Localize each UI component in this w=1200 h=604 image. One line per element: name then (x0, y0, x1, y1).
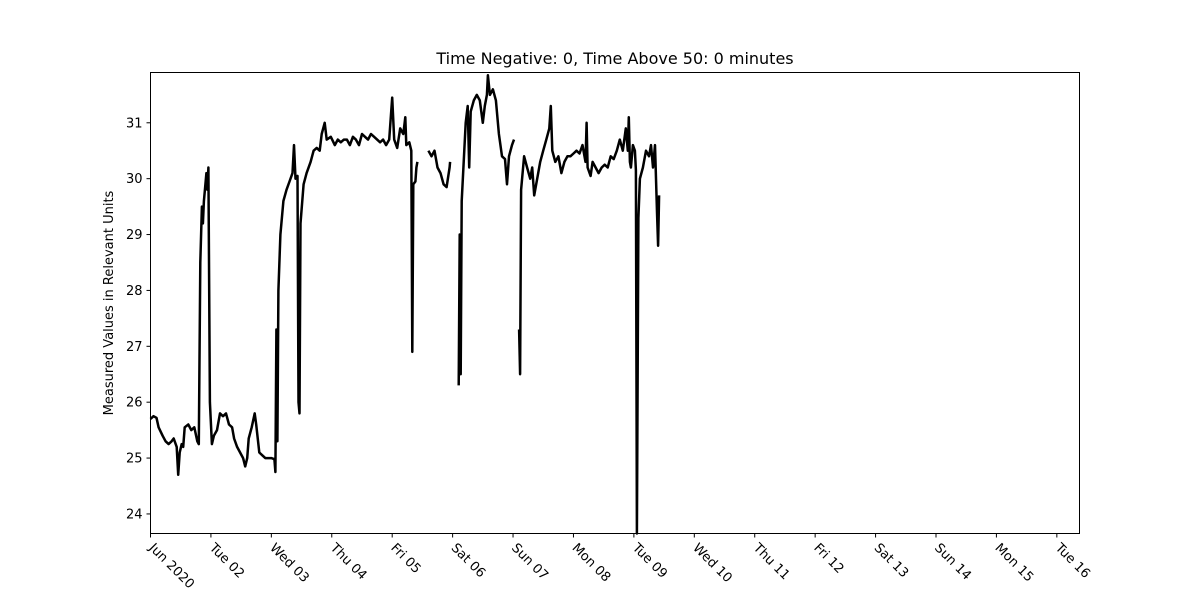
x-tick-label: Tue 02 (205, 540, 247, 582)
y-tick-label: 29 (126, 228, 143, 243)
x-tick-label: Wed 03 (266, 541, 311, 586)
x-tick-label: Mon 15 (992, 541, 1037, 586)
chart-title: Time Negative: 0, Time Above 50: 0 minut… (435, 49, 793, 68)
x-tick-label: Tue 09 (628, 540, 670, 582)
x-tick-label: Jun 2020 (145, 540, 197, 592)
y-tick-label: 31 (126, 116, 143, 131)
y-tick-label: 25 (126, 452, 143, 467)
x-tick-label: Thu 11 (749, 540, 792, 583)
y-tick-label: 30 (126, 172, 143, 187)
x-tick-label: Sat 06 (448, 541, 488, 581)
x-tick-label: Sat 13 (871, 541, 911, 581)
x-tick-label: Sun 14 (931, 541, 974, 584)
y-tick-label: 28 (126, 284, 143, 299)
x-tick-label: Fri 12 (810, 541, 846, 577)
x-tick-label: Fri 05 (387, 541, 423, 577)
y-tick-label: 27 (126, 340, 143, 355)
plot-frame (150, 72, 1080, 534)
plot-area (149, 74, 661, 535)
x-tick-label: Sun 07 (508, 541, 551, 584)
x-tick-label: Mon 08 (569, 541, 614, 586)
series-line (149, 74, 661, 535)
x-tick-label: Thu 04 (326, 540, 369, 583)
y-tick-label: 24 (126, 507, 143, 522)
axes: 24 25 26 27 28 29 30 31 Jun 2020 Tue 02 Wed 03 Thu … (126, 116, 1093, 592)
y-tick-label: 26 (126, 396, 143, 411)
y-axis-label: Measured Values in Relevant Units (102, 190, 117, 415)
x-tick-label: Tue 16 (1051, 540, 1093, 582)
x-tick-label: Wed 10 (689, 541, 734, 586)
